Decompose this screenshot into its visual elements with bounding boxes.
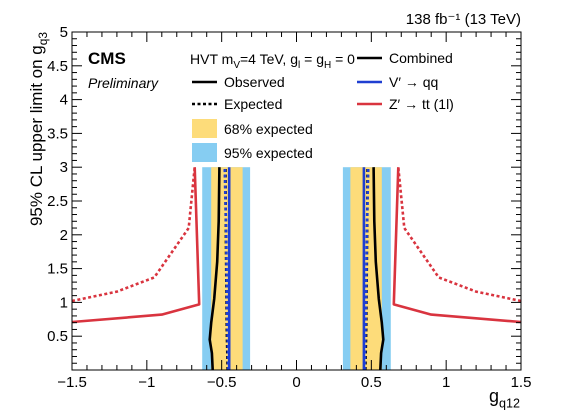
x-tick-label-2: −0.5	[207, 374, 237, 391]
x-tick-label-5: 1	[442, 374, 450, 391]
series-line-0-0	[208, 167, 221, 370]
series-line-4-1	[392, 167, 521, 324]
y-tick-label-7: 4	[60, 92, 68, 109]
series-line-3-0	[223, 167, 230, 370]
x-tick-label-0: −1.5	[57, 374, 87, 391]
preliminary-label: Preliminary	[88, 75, 159, 91]
series-line-5-0	[72, 167, 196, 303]
legend-band68-swatch	[192, 119, 217, 138]
y-tick-label-9: 5	[60, 24, 68, 41]
x-tick-label-4: 0.5	[361, 374, 382, 391]
y-tick-label-8: 4.5	[47, 58, 68, 75]
x-tick-label-6: 1.5	[511, 374, 532, 391]
legend-band95-swatch	[192, 143, 217, 162]
legend-combined-label: Combined	[389, 50, 453, 66]
legend-band95-label: 95% expected	[224, 145, 313, 161]
lumi-label: 138 fb⁻¹ (13 TeV)	[406, 11, 521, 28]
plot-area	[72, 167, 521, 370]
y-tick-label-5: 3	[60, 159, 68, 176]
legend-expected-label: Expected	[224, 96, 282, 112]
cms-label: CMS	[88, 49, 126, 68]
legend-ztt-label: Z′ → tt (1l)	[389, 96, 454, 112]
y-axis-title: 95% CL upper limit on gq3	[27, 32, 50, 226]
legend-vqq-label: V′ → qq	[389, 74, 438, 90]
y-tick-label-2: 1.5	[47, 261, 68, 278]
y-tick-label-4: 2.5	[47, 193, 68, 210]
series-line-5-1	[397, 167, 521, 303]
series-line-4-0	[72, 167, 201, 324]
y-tick-label-3: 2	[60, 227, 68, 244]
legend-observed-label: Observed	[224, 74, 285, 90]
y-tick-label-0: 0.5	[47, 328, 68, 345]
series-line-3-1	[363, 167, 370, 370]
x-tick-label-1: −1	[138, 374, 155, 391]
series-line-0-1	[372, 167, 385, 370]
y-tick-label-1: 1	[60, 294, 68, 311]
legend-band68-label: 68% expected	[224, 121, 313, 137]
x-tick-label-3: 0	[292, 374, 300, 391]
model-label: HVT mV=4 TeV, gl = gH = 0	[190, 51, 355, 71]
y-tick-label-6: 3.5	[47, 125, 68, 142]
x-axis-title: gq12	[489, 386, 520, 410]
